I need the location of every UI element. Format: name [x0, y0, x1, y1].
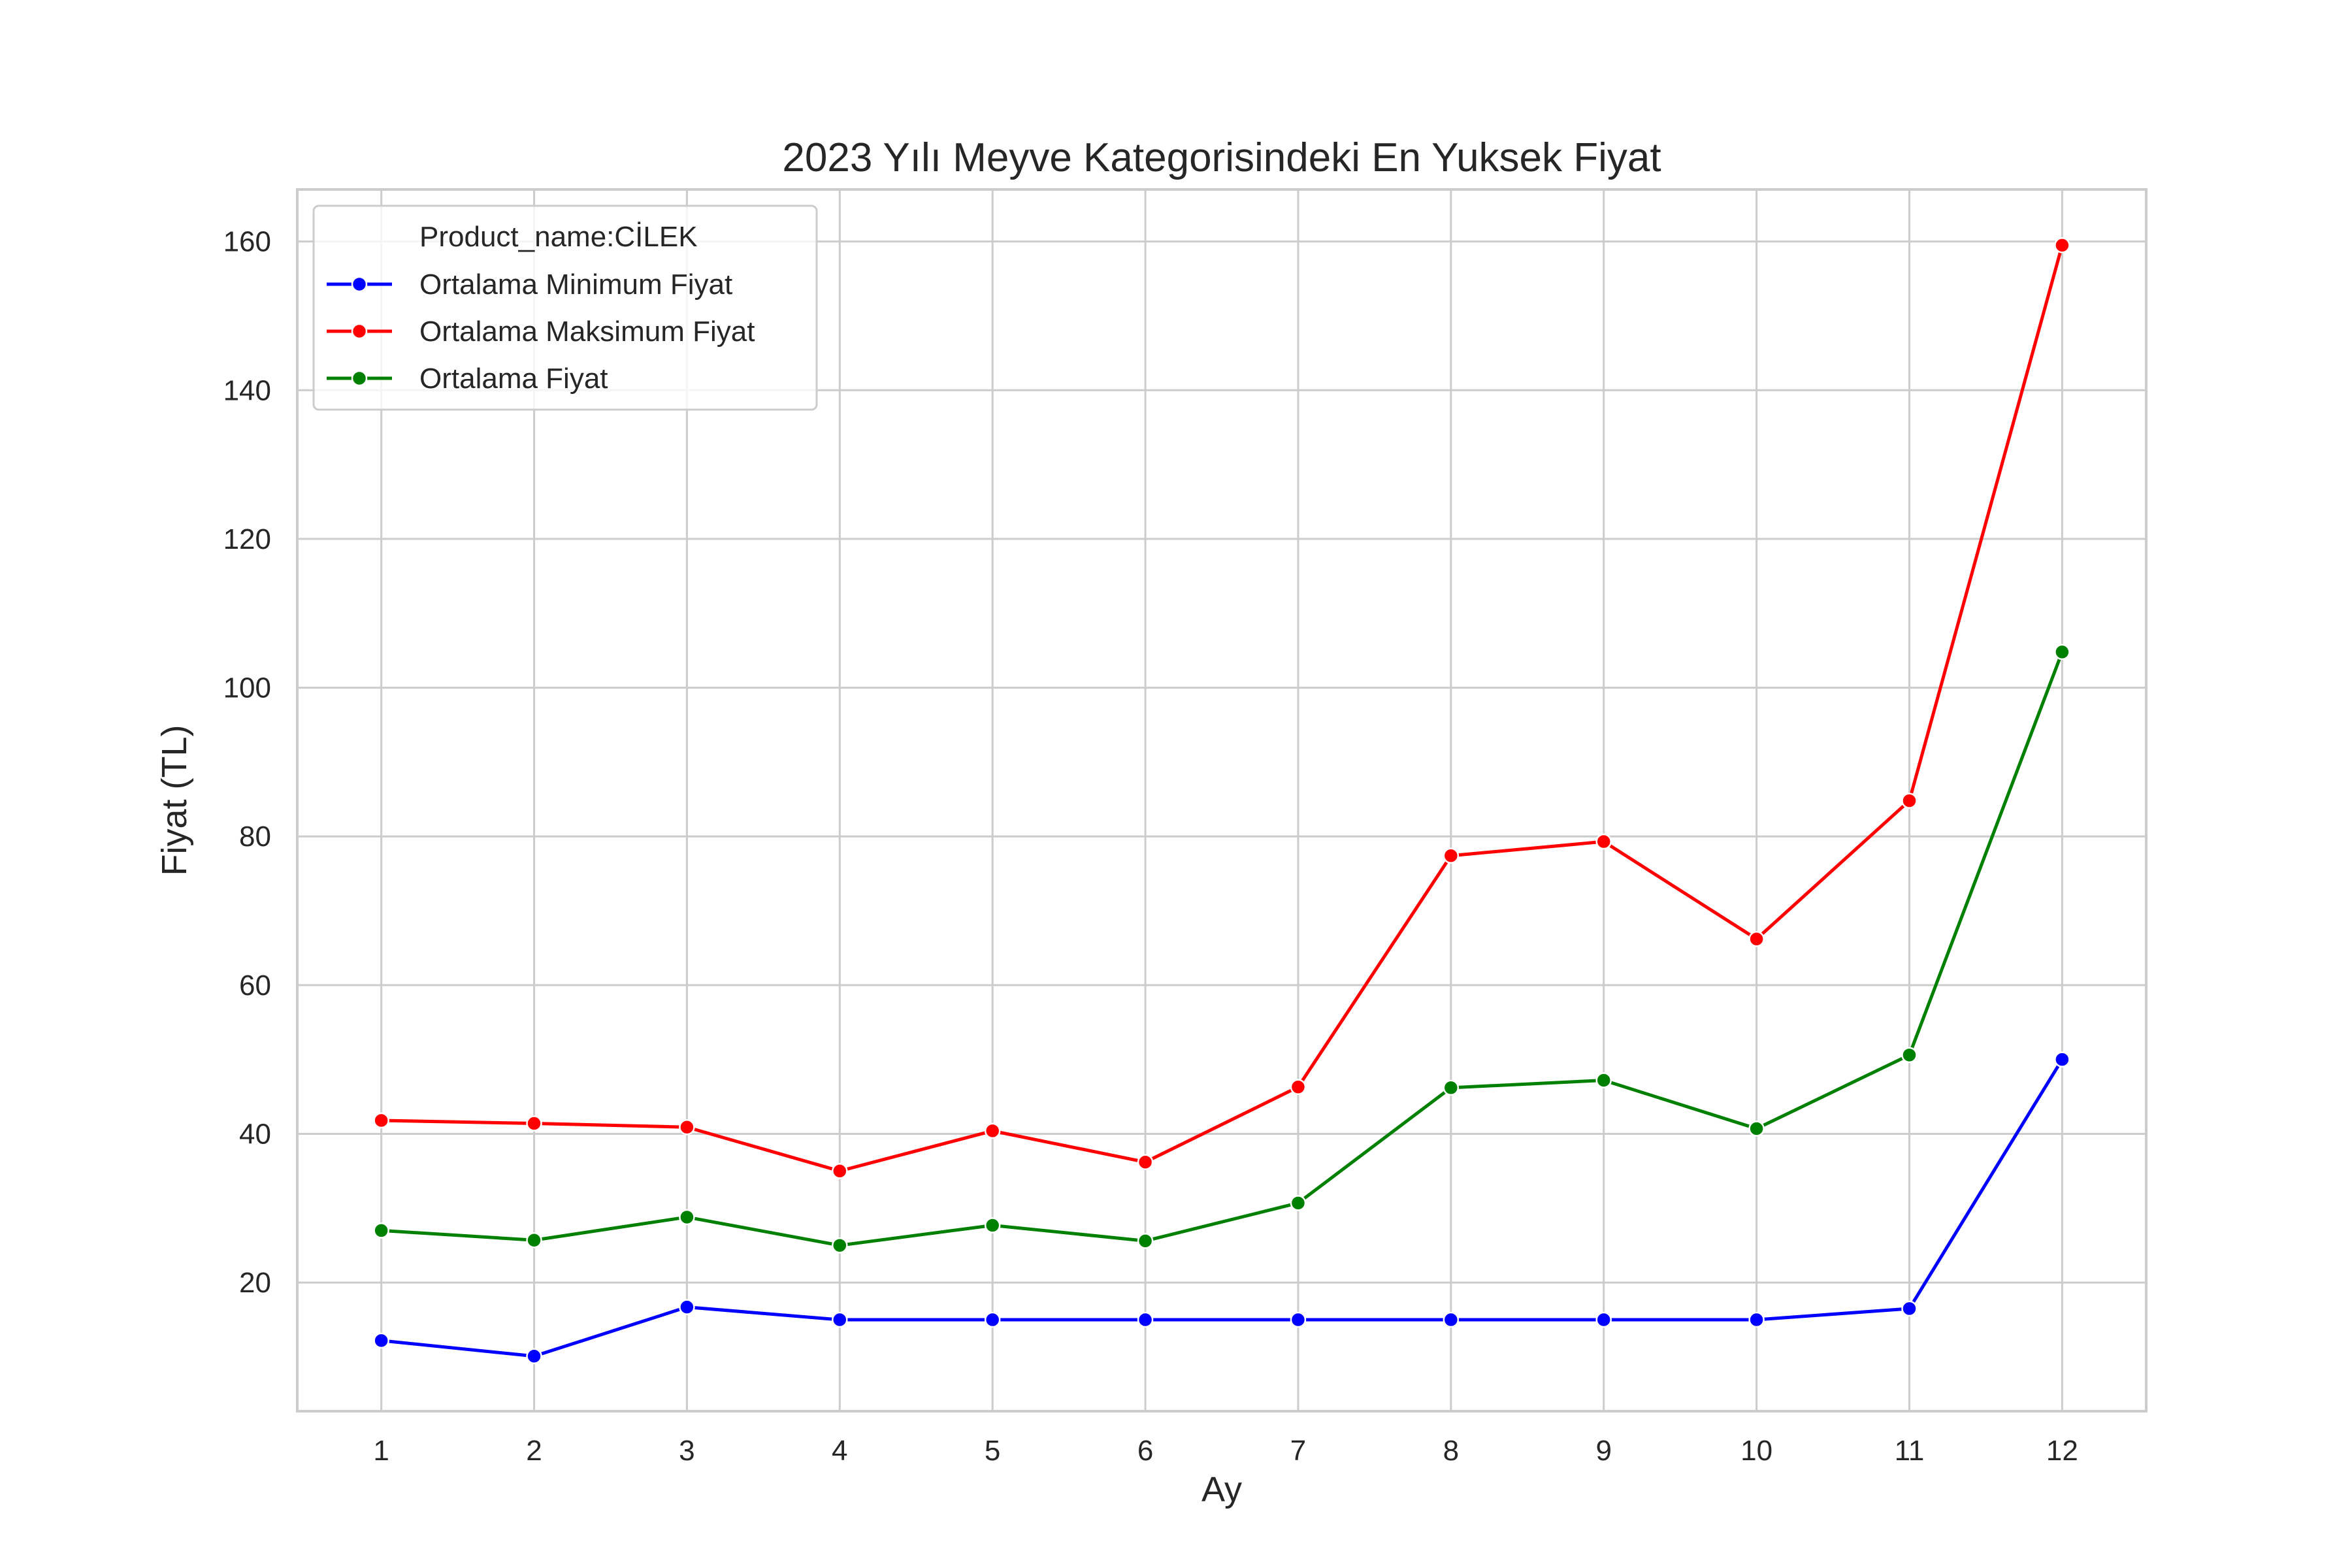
data-point [1748, 1120, 1765, 1137]
legend-label: Ortalama Fiyat [419, 363, 608, 395]
data-point [526, 1348, 542, 1365]
data-point [832, 1163, 848, 1179]
y-tick-label: 60 [239, 970, 271, 1002]
y-tick-label: 80 [239, 821, 271, 853]
data-point [832, 1237, 848, 1254]
data-point [1748, 1311, 1765, 1328]
data-point [984, 1311, 1001, 1328]
chart-title: 2023 Yılı Meyve Kategorisindeki En Yukse… [782, 135, 1661, 180]
x-tick-label: 11 [1895, 1435, 1925, 1467]
data-point [1595, 833, 1612, 850]
legend-item: Ortalama Minimum Fiyat [327, 269, 732, 301]
x-tick-label: 6 [1137, 1435, 1153, 1467]
series-2 [373, 237, 2070, 1179]
y-tick-label: 40 [239, 1118, 271, 1150]
series-line [381, 244, 2064, 1173]
series-layer [373, 237, 2070, 1365]
data-point [679, 1119, 695, 1135]
x-tick-label: 5 [985, 1435, 1000, 1467]
data-point [373, 1332, 389, 1349]
x-tick-label: 7 [1290, 1435, 1306, 1467]
x-tick-label: 1 [373, 1435, 389, 1467]
x-tick-label: 9 [1595, 1435, 1611, 1467]
x-tick-label: 3 [679, 1435, 694, 1467]
x-tick-label: 12 [2046, 1435, 2078, 1467]
x-tick-label: 2 [526, 1435, 542, 1467]
data-point [984, 1122, 1001, 1139]
data-point [1137, 1311, 1154, 1328]
data-point [2054, 237, 2070, 253]
legend-title: Product_name:CİLEK [419, 221, 698, 253]
legend-item: Ortalama Fiyat [327, 363, 608, 395]
data-point [1901, 1300, 1918, 1317]
data-point [1137, 1233, 1154, 1249]
data-point [373, 1222, 389, 1239]
legend-marker [351, 370, 368, 387]
data-point [1443, 847, 1460, 864]
legend-box [312, 204, 818, 411]
data-point [984, 1217, 1001, 1233]
legend: Product_name:CİLEK Ortalama Minimum Fiya… [312, 204, 818, 411]
x-tick-label: 8 [1443, 1435, 1459, 1467]
x-tick-label: 10 [1740, 1435, 1772, 1467]
data-point [1290, 1079, 1307, 1096]
data-point [2054, 1051, 2070, 1068]
y-tick-label: 140 [223, 374, 271, 406]
series-line [381, 651, 2064, 1247]
y-tick-label: 100 [223, 672, 271, 704]
data-point [1901, 792, 1918, 809]
data-point [1443, 1311, 1460, 1328]
data-point [1137, 1154, 1154, 1170]
legend-marker [351, 276, 368, 293]
x-tick-label: 4 [832, 1435, 847, 1467]
data-point [832, 1311, 848, 1328]
legend-marker [351, 323, 368, 340]
series-3 [373, 644, 2070, 1254]
x-axis-title: Ay [1201, 1470, 1242, 1509]
data-point [2054, 644, 2070, 661]
legend-label: Ortalama Minimum Fiyat [419, 269, 732, 301]
data-point [1901, 1047, 1918, 1064]
data-point [1748, 931, 1765, 947]
data-point [1290, 1311, 1307, 1328]
y-axis-title: Fiyat (TL) [155, 725, 194, 875]
data-point [1290, 1195, 1307, 1211]
y-tick-label: 120 [223, 523, 271, 555]
data-point [373, 1112, 389, 1129]
y-tick-label: 160 [223, 226, 271, 258]
data-point [679, 1299, 695, 1315]
legend-label: Ortalama Maksimum Fiyat [419, 316, 755, 348]
series-1 [373, 1051, 2070, 1365]
data-point [679, 1209, 695, 1226]
series-line [381, 1058, 2064, 1358]
data-point [526, 1115, 542, 1132]
data-point [1595, 1311, 1612, 1328]
plot-frame [296, 188, 2148, 1413]
y-tick-label: 20 [239, 1267, 271, 1299]
legend-item: Ortalama Maksimum Fiyat [327, 316, 755, 348]
data-point [1595, 1072, 1612, 1088]
data-point [1443, 1079, 1460, 1096]
data-point [526, 1232, 542, 1249]
